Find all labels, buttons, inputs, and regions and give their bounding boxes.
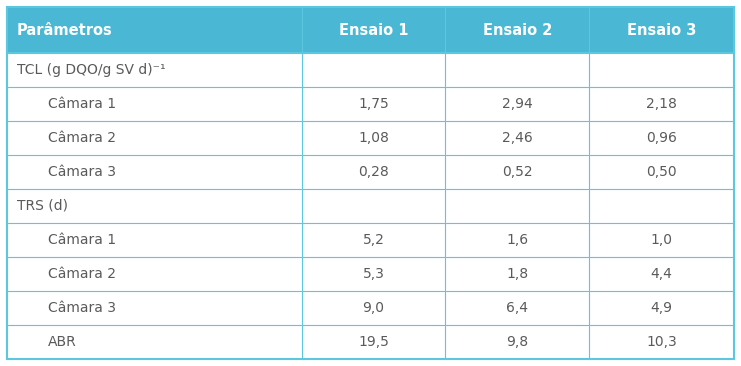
Text: 19,5: 19,5 [358, 335, 389, 349]
Bar [7, 257, 734, 291]
Text: 2,46: 2,46 [502, 131, 533, 145]
Text: 4,4: 4,4 [651, 267, 672, 281]
Text: Parâmetros: Parâmetros [17, 23, 113, 38]
Text: 0,50: 0,50 [646, 165, 677, 179]
Bar [7, 53, 734, 87]
Bar [7, 291, 734, 325]
Bar [7, 87, 734, 121]
Bar [7, 121, 734, 155]
Bar [7, 223, 734, 257]
Bar [7, 325, 734, 359]
Text: Ensaio 2: Ensaio 2 [482, 23, 552, 38]
Text: Ensaio 1: Ensaio 1 [339, 23, 408, 38]
Text: 2,18: 2,18 [646, 97, 677, 111]
Text: 1,08: 1,08 [358, 131, 389, 145]
Text: 5,3: 5,3 [362, 267, 385, 281]
Bar [7, 155, 734, 189]
Text: 1,6: 1,6 [506, 233, 528, 247]
Text: 4,9: 4,9 [651, 301, 672, 315]
Bar [302, 7, 445, 53]
Text: 10,3: 10,3 [646, 335, 677, 349]
Text: Câmara 3: Câmara 3 [48, 165, 116, 179]
Text: TCL (g DQO/g SV d)⁻¹: TCL (g DQO/g SV d)⁻¹ [17, 63, 166, 77]
Text: 9,0: 9,0 [362, 301, 385, 315]
Text: 1,8: 1,8 [506, 267, 528, 281]
Bar [7, 7, 302, 53]
Text: ABR: ABR [48, 335, 77, 349]
Text: Câmara 1: Câmara 1 [48, 97, 116, 111]
Text: 0,28: 0,28 [358, 165, 389, 179]
Bar [7, 189, 734, 223]
Text: 0,52: 0,52 [502, 165, 533, 179]
Text: Câmara 1: Câmara 1 [48, 233, 116, 247]
Text: 9,8: 9,8 [506, 335, 528, 349]
Text: 0,96: 0,96 [646, 131, 677, 145]
Text: Ensaio 3: Ensaio 3 [627, 23, 696, 38]
Text: TRS (d): TRS (d) [17, 199, 68, 213]
Text: 2,94: 2,94 [502, 97, 533, 111]
Text: Câmara 2: Câmara 2 [48, 131, 116, 145]
Bar [445, 7, 589, 53]
Text: 5,2: 5,2 [362, 233, 385, 247]
Text: 1,75: 1,75 [358, 97, 389, 111]
Text: Câmara 3: Câmara 3 [48, 301, 116, 315]
Text: Câmara 2: Câmara 2 [48, 267, 116, 281]
Bar [589, 7, 734, 53]
Text: 6,4: 6,4 [506, 301, 528, 315]
Text: 1,0: 1,0 [651, 233, 672, 247]
